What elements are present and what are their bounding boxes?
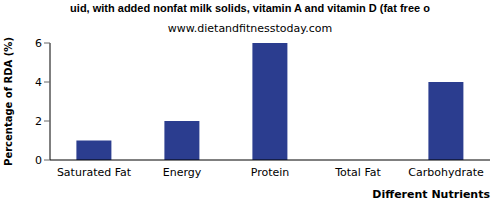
svg-text:Different Nutrients: Different Nutrients	[372, 188, 490, 200]
svg-text:Energy: Energy	[163, 166, 202, 179]
svg-text:Total Fat: Total Fat	[334, 166, 381, 179]
svg-text:Percentage of RDA (%): Percentage of RDA (%)	[8, 37, 14, 166]
svg-text:Protein: Protein	[251, 166, 290, 179]
svg-text:Carbohydrate: Carbohydrate	[408, 166, 484, 179]
html-text:www.dietandfitnesstoday.com: www.dietandfitnesstoday.com	[167, 22, 333, 35]
svg-text:2: 2	[35, 115, 42, 128]
svg-text:4: 4	[35, 76, 42, 89]
svg-text:6: 6	[35, 37, 42, 50]
svg-text:0: 0	[35, 154, 42, 167]
svg-text:Saturated Fat: Saturated Fat	[57, 166, 132, 179]
html-text:uid, with added nonfat milk so: uid, with added nonfat milk solids, vita…	[70, 2, 430, 14]
